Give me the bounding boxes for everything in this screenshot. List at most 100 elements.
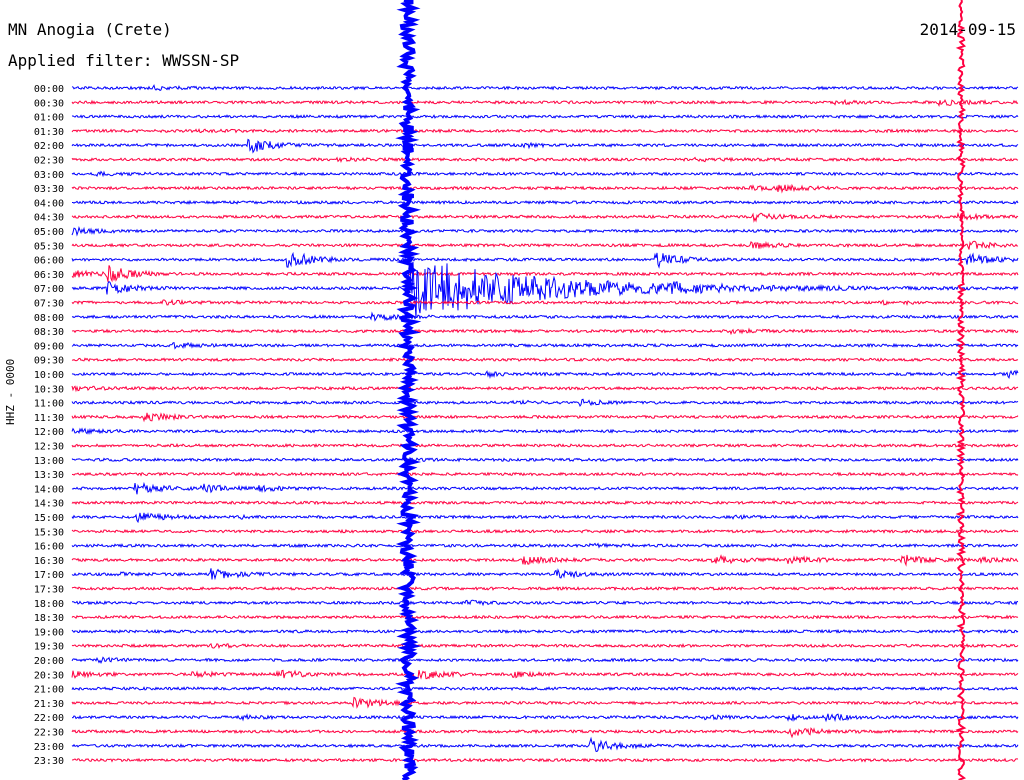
trace-row-2200 (71, 713, 1019, 723)
trace-row-1530 (71, 528, 1019, 534)
trace-row-1000 (71, 369, 1019, 380)
row-time-label: 15:00 (34, 513, 64, 524)
row-time-label: 13:00 (34, 456, 64, 467)
row-time-label: 13:30 (34, 470, 64, 481)
row-time-label: 11:30 (34, 413, 64, 424)
trace-row-0700 (71, 260, 1019, 319)
row-time-label: 08:30 (34, 327, 64, 338)
filter-label: Applied filter: WWSSN-SP (8, 51, 240, 70)
trace-row-1600 (71, 542, 1019, 549)
row-time-label: 17:30 (34, 585, 64, 596)
row-time-label: 04:00 (34, 198, 64, 209)
trace-row-1230 (71, 442, 1019, 449)
trace-row-1400 (71, 481, 1019, 495)
trace-row-0330 (71, 183, 1019, 194)
row-time-label: 10:00 (34, 370, 64, 381)
row-time-label: 01:00 (34, 113, 64, 124)
trace-row-1100 (71, 398, 1019, 408)
row-time-label: 14:00 (34, 484, 64, 495)
row-time-label: 18:00 (34, 599, 64, 610)
row-time-label: 18:30 (34, 613, 64, 624)
row-time-label: 00:00 (34, 84, 64, 95)
large-event-spike (955, 0, 967, 780)
row-time-label: 02:30 (34, 156, 64, 167)
row-time-label: 21:30 (34, 699, 64, 710)
trace-row-0600 (71, 251, 1019, 269)
row-time-label: 02:00 (34, 141, 64, 152)
trace-row-1200 (71, 427, 1019, 436)
row-time-label: 20:00 (34, 656, 64, 667)
row-time-label: 20:30 (34, 670, 64, 681)
row-time-label: 22:00 (34, 713, 64, 724)
row-time-label: 16:30 (34, 556, 64, 567)
trace-row-0300 (71, 170, 1019, 178)
row-time-label: 21:00 (34, 685, 64, 696)
date-label: 2014-09-15 (919, 20, 1016, 39)
trace-row-1900 (71, 628, 1019, 634)
row-time-label: 14:30 (34, 499, 64, 510)
row-time-label: 23:30 (34, 756, 64, 767)
trace-row-1800 (72, 599, 1019, 607)
trace-row-1130 (71, 412, 1019, 423)
row-time-label: 03:30 (34, 184, 64, 195)
trace-row-1630 (71, 554, 1019, 567)
large-event-spike (395, 0, 422, 780)
channel-label: HHZ - 0000 (4, 358, 17, 425)
trace-row-0530 (71, 240, 1019, 250)
trace-row-0830 (71, 327, 1019, 336)
trace-row-1830 (71, 614, 1019, 620)
trace-row-0100 (71, 114, 1019, 120)
trace-row-2330 (71, 757, 1019, 763)
trace-row-2030 (71, 669, 1019, 681)
row-time-label: 19:30 (34, 642, 64, 653)
row-time-label: 09:00 (34, 341, 64, 352)
trace-row-1300 (71, 456, 1019, 463)
trace-row-1430 (71, 500, 1019, 506)
row-time-label: 05:30 (34, 241, 64, 252)
trace-row-0930 (71, 357, 1019, 363)
row-time-label: 22:30 (34, 728, 64, 739)
trace-row-2300 (71, 736, 1019, 753)
trace-row-0730 (71, 298, 1019, 307)
row-time-label: 06:30 (34, 270, 64, 281)
row-time-label: 06:00 (34, 256, 64, 267)
trace-row-0030 (71, 98, 1019, 108)
trace-row-2100 (71, 686, 1018, 692)
row-time-label: 11:00 (34, 399, 64, 410)
trace-row-0630 (71, 265, 1019, 283)
row-time-label: 03:00 (34, 170, 64, 181)
row-time-label: 17:00 (34, 570, 64, 581)
trace-row-0000 (71, 84, 1019, 92)
trace-row-0800 (71, 311, 1019, 322)
row-time-label: 12:00 (34, 427, 64, 438)
trace-row-2230 (71, 727, 1019, 739)
row-time-label: 04:30 (34, 213, 64, 224)
row-time-label: 05:00 (34, 227, 64, 238)
row-time-label: 12:30 (34, 442, 64, 453)
trace-row-0430 (71, 211, 1019, 223)
trace-row-0900 (71, 341, 1019, 350)
trace-row-2000 (71, 656, 1019, 665)
row-time-label: 15:30 (34, 527, 64, 538)
trace-row-0230 (71, 156, 1019, 164)
row-time-label: 09:30 (34, 356, 64, 367)
row-time-label: 01:30 (34, 127, 64, 138)
trace-row-1730 (71, 585, 1019, 592)
row-time-label: 19:00 (34, 627, 64, 638)
row-time-label: 07:30 (34, 299, 64, 310)
trace-row-1030 (71, 385, 1019, 393)
trace-row-0200 (71, 138, 1019, 154)
row-time-label: 07:00 (34, 284, 64, 295)
row-time-label: 00:30 (34, 98, 64, 109)
trace-row-1700 (71, 568, 1019, 581)
trace-row-1500 (71, 512, 1019, 524)
row-time-label: 23:00 (34, 742, 64, 753)
row-time-label: 16:00 (34, 542, 64, 553)
row-time-label: 10:30 (34, 384, 64, 395)
trace-row-0400 (72, 199, 1019, 205)
trace-row-1330 (71, 471, 1019, 477)
row-time-label: 08:00 (34, 313, 64, 324)
trace-row-1930 (71, 642, 1019, 649)
trace-row-0130 (71, 128, 1019, 134)
